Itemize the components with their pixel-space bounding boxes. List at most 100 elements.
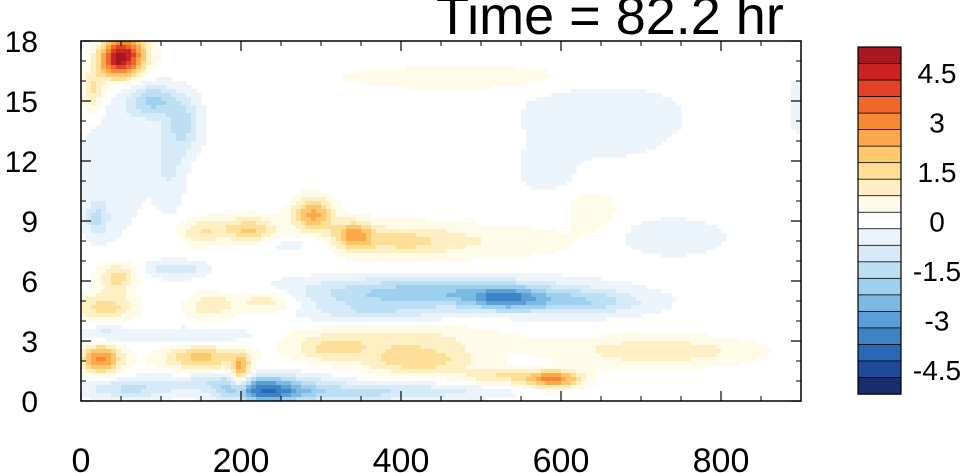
heatmap-cell: [361, 237, 367, 242]
heatmap-cell: [391, 349, 397, 354]
heatmap-cell: [331, 213, 337, 218]
heatmap-cell: [741, 349, 747, 354]
heatmap-cell: [206, 369, 212, 374]
heatmap-cell: [531, 169, 537, 174]
heatmap-cell: [471, 245, 477, 250]
heatmap-cell: [611, 289, 617, 294]
heatmap-cell: [206, 301, 212, 306]
heatmap-cell: [131, 121, 137, 126]
heatmap-cell: [226, 293, 232, 298]
heatmap-cell: [341, 273, 347, 278]
heatmap-cell: [536, 101, 542, 106]
heatmap-cell: [541, 353, 547, 358]
heatmap-cell: [551, 229, 557, 234]
heatmap-cell: [151, 57, 157, 62]
heatmap-cell: [106, 77, 112, 82]
heatmap-cell: [536, 137, 542, 142]
heatmap-cell: [191, 313, 197, 318]
heatmap-cell: [141, 97, 147, 102]
heatmap-cell: [101, 153, 107, 158]
heatmap-cell: [291, 209, 297, 214]
heatmap-cell: [526, 345, 532, 350]
heatmap-cell: [111, 285, 117, 290]
heatmap-cell: [396, 249, 402, 254]
heatmap-cell: [386, 329, 392, 334]
heatmap-cell: [496, 233, 502, 238]
heatmap-cell: [391, 245, 397, 250]
heatmap-cell: [586, 101, 592, 106]
heatmap-cell: [81, 313, 87, 318]
heatmap-cell: [516, 345, 522, 350]
heatmap-cell: [121, 105, 127, 110]
heatmap-cell: [391, 329, 397, 334]
heatmap-cell: [626, 301, 632, 306]
heatmap-cell: [201, 353, 207, 358]
heatmap-cell: [191, 329, 197, 334]
heatmap-cell: [716, 241, 722, 246]
heatmap-cell: [156, 109, 162, 114]
heatmap-cell: [666, 365, 672, 370]
heatmap-cell: [456, 281, 462, 286]
heatmap-cell: [81, 65, 87, 70]
heatmap-cell: [546, 153, 552, 158]
heatmap-cell: [126, 117, 132, 122]
heatmap-cell: [131, 273, 137, 278]
heatmap-cell: [641, 293, 647, 298]
heatmap-cell: [576, 229, 582, 234]
heatmap-cell: [231, 361, 237, 366]
heatmap-cell: [121, 57, 127, 62]
heatmap-cell: [681, 341, 687, 346]
heatmap-cell: [451, 281, 457, 286]
heatmap-cell: [291, 245, 297, 250]
heatmap-cell: [91, 177, 97, 182]
heatmap-cell: [141, 157, 147, 162]
heatmap-cell: [306, 201, 312, 206]
heatmap-cell: [126, 265, 132, 270]
heatmap-cell: [346, 245, 352, 250]
heatmap-cell: [551, 137, 557, 142]
heatmap-cell: [716, 357, 722, 362]
heatmap-cell: [426, 285, 432, 290]
heatmap-cell: [421, 253, 427, 258]
heatmap-cell: [176, 153, 182, 158]
heatmap-cell: [366, 233, 372, 238]
heatmap-cell: [411, 81, 417, 86]
heatmap-cell: [406, 73, 412, 78]
heatmap-cell: [166, 117, 172, 122]
heatmap-cell: [586, 317, 592, 322]
heatmap-cell: [691, 345, 697, 350]
heatmap-cell: [601, 89, 607, 94]
heatmap-cell: [501, 249, 507, 254]
heatmap-cell: [86, 197, 92, 202]
heatmap-cell: [501, 285, 507, 290]
heatmap-cell: [101, 221, 107, 226]
heatmap-cell: [346, 213, 352, 218]
heatmap-cell: [661, 245, 667, 250]
heatmap-cell: [411, 253, 417, 258]
heatmap-cell: [146, 145, 152, 150]
heatmap-cell: [411, 277, 417, 282]
heatmap-cell: [486, 329, 492, 334]
heatmap-cell: [206, 233, 212, 238]
heatmap-cell: [556, 309, 562, 314]
heatmap-cell: [301, 277, 307, 282]
heatmap-cell: [306, 293, 312, 298]
heatmap-cell: [646, 145, 652, 150]
heatmap-cell: [421, 349, 427, 354]
heatmap-cell: [191, 301, 197, 306]
heatmap-cell: [521, 301, 527, 306]
heatmap-cell: [356, 233, 362, 238]
heatmap-cell: [196, 309, 202, 314]
heatmap-cell: [101, 165, 107, 170]
heatmap-cell: [631, 241, 637, 246]
heatmap-cell: [616, 105, 622, 110]
heatmap-cell: [126, 285, 132, 290]
heatmap-cell: [161, 93, 167, 98]
heatmap-cell: [136, 309, 142, 314]
heatmap-cell: [106, 269, 112, 274]
heatmap-cell: [446, 221, 452, 226]
heatmap-cell: [121, 345, 127, 350]
heatmap-cell: [171, 97, 177, 102]
heatmap-cell: [281, 353, 287, 358]
heatmap-cell: [491, 293, 497, 298]
